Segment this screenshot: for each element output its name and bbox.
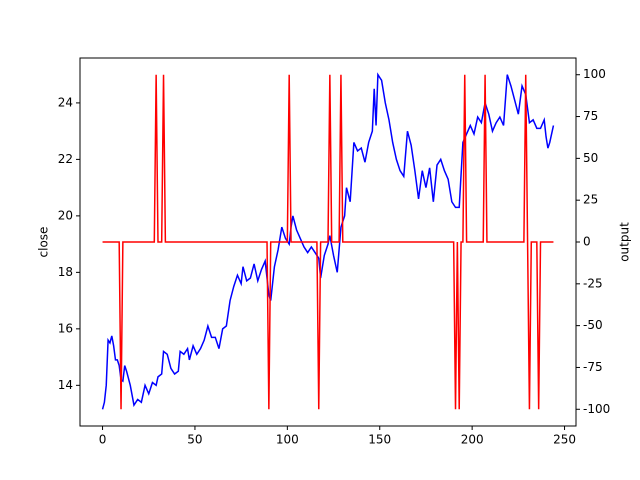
y-tick-label: 14 — [58, 378, 73, 392]
y2-tick-label: -25 — [583, 276, 603, 290]
y-tick-label: 20 — [58, 208, 73, 222]
x-tick-label: 250 — [553, 433, 576, 447]
x-tick-label: 200 — [461, 433, 484, 447]
x-tick-label: 0 — [99, 433, 107, 447]
y-tick-label: 22 — [58, 152, 73, 166]
y-tick-label: 16 — [58, 321, 73, 335]
y2-tick-label: 0 — [583, 235, 591, 249]
y2-tick-label: 50 — [583, 151, 598, 165]
y2-tick-label: -75 — [583, 360, 603, 374]
y2-tick-label: 75 — [583, 109, 598, 123]
y2-tick-label: 25 — [583, 193, 598, 207]
y-tick-label: 24 — [58, 95, 73, 109]
y2-tick-label: -50 — [583, 318, 603, 332]
x-tick-label: 50 — [187, 433, 202, 447]
y-tick-label: 18 — [58, 265, 73, 279]
y2-tick-label: 100 — [583, 67, 606, 81]
y2-tick-label: -100 — [583, 402, 610, 416]
series-line — [102, 74, 554, 410]
x-tick-label: 150 — [368, 433, 391, 447]
y-axis-label: close — [37, 227, 51, 258]
x-tick-label: 100 — [276, 433, 299, 447]
y2-axis-label: output — [618, 222, 632, 262]
